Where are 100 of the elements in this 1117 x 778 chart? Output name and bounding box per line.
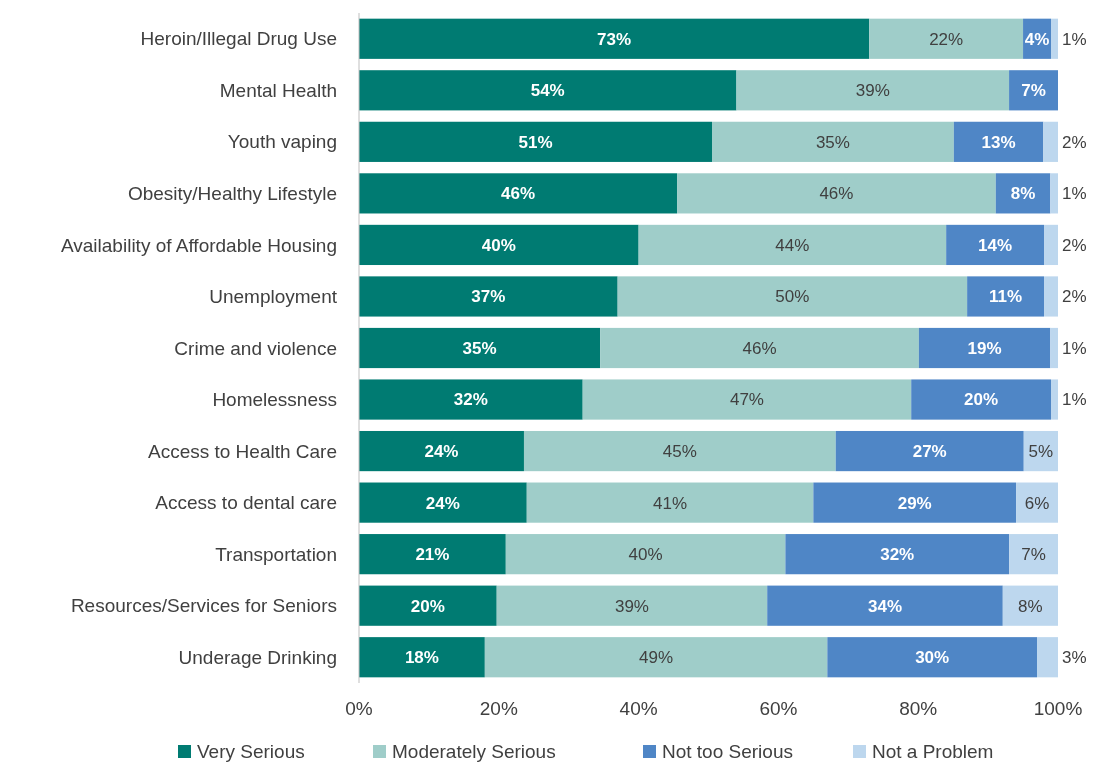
bar (835, 430, 1024, 472)
data-label: 30% (915, 648, 950, 668)
data-label: 8% (1018, 596, 1043, 616)
data-label: 39% (855, 81, 890, 101)
legend-label: Not too Serious (662, 741, 793, 762)
data-label: 1% (1062, 184, 1087, 204)
data-label: 14% (978, 235, 1013, 255)
bar (617, 276, 968, 317)
data-label: 19% (967, 338, 1002, 358)
data-label: 51% (518, 132, 553, 152)
legend-label: Very Serious (197, 741, 305, 762)
y-tick-label: Availability of Affordable Housing (60, 234, 337, 256)
y-tick-label: Access to Health Care (147, 440, 337, 462)
bar (1050, 173, 1058, 214)
bar (967, 276, 1045, 317)
x-tick-label: 0% (345, 698, 373, 719)
data-label: 7% (1021, 81, 1046, 101)
data-label: 20% (410, 596, 445, 616)
data-label: 6% (1024, 493, 1050, 513)
data-label: 7% (1021, 545, 1046, 565)
bar (600, 327, 919, 369)
bar (1043, 121, 1058, 162)
bar (359, 18, 870, 59)
data-label: 47% (729, 390, 764, 410)
data-label: 41% (653, 493, 688, 513)
data-label: 2% (1062, 132, 1087, 152)
bar (526, 482, 814, 523)
bar (359, 637, 485, 678)
y-tick-label: Mental Health (219, 79, 337, 101)
bar (736, 70, 1010, 111)
data-label: 29% (897, 493, 932, 513)
legend-label: Moderately Serious (392, 741, 556, 762)
bar (1009, 534, 1058, 575)
y-tick-label: Transportation (215, 543, 337, 565)
y-tick-label: Youth vaping (227, 131, 337, 153)
data-label: 2% (1062, 287, 1087, 307)
bar (359, 276, 618, 317)
bar (1050, 327, 1058, 369)
data-label: 2% (1062, 235, 1087, 255)
data-label: 4% (1024, 29, 1050, 49)
data-label: 32% (453, 390, 488, 410)
bar (767, 585, 1003, 626)
data-label: 3% (1062, 648, 1087, 668)
data-label: 46% (501, 184, 536, 204)
y-tick-label: Homelessness (212, 389, 337, 411)
data-label: 46% (819, 184, 854, 204)
bar (712, 121, 954, 162)
data-label: 40% (628, 545, 663, 565)
data-label: 18% (404, 648, 439, 668)
data-label: 50% (775, 287, 810, 307)
data-label: 34% (867, 596, 903, 616)
y-tick-label: Access to dental care (155, 492, 337, 514)
legend-label: Not a Problem (872, 741, 994, 762)
data-label: 21% (415, 545, 450, 565)
data-label: 1% (1062, 29, 1087, 49)
bar (359, 534, 506, 575)
data-label: 13% (981, 132, 1016, 152)
bar (1044, 224, 1058, 266)
data-label: 40% (481, 235, 516, 255)
bar (359, 482, 527, 523)
y-tick-label: Resources/Services for Seniors (70, 595, 337, 617)
bar (946, 224, 1045, 266)
y-tick-label: Unemployment (209, 286, 338, 308)
y-tick-label: Heroin/Illegal Drug Use (140, 28, 337, 50)
bar (582, 379, 912, 420)
bar (1051, 379, 1058, 420)
y-tick-label: Crime and violence (174, 337, 337, 359)
data-label: 27% (912, 442, 947, 462)
data-label: 54% (530, 81, 565, 101)
data-label: 1% (1062, 390, 1087, 410)
data-label: 11% (989, 287, 1023, 307)
bar (911, 379, 1052, 420)
data-label: 32% (880, 545, 915, 565)
bar (953, 121, 1044, 162)
data-label: 22% (929, 29, 964, 49)
data-label: 46% (742, 338, 777, 358)
bar (918, 327, 1051, 369)
data-label: 1% (1062, 338, 1087, 358)
bar (359, 430, 524, 472)
bar (523, 430, 836, 472)
bar (869, 18, 1024, 59)
bar (359, 70, 737, 111)
x-tick-label: 40% (619, 698, 658, 719)
bar (496, 585, 768, 626)
bar (785, 534, 1010, 575)
x-tick-label: 60% (759, 698, 798, 719)
data-label: 5% (1028, 442, 1054, 462)
y-tick-label: Obesity/Healthy Lifestyle (127, 183, 337, 205)
data-label: 73% (597, 29, 632, 49)
data-label: 35% (815, 132, 850, 152)
bar (1002, 585, 1058, 626)
data-label: 20% (964, 390, 999, 410)
bar (638, 224, 947, 266)
x-tick-label: 100% (1033, 698, 1083, 719)
x-tick-label: 20% (479, 698, 518, 719)
bar (505, 534, 786, 575)
bar (484, 637, 828, 678)
bar (677, 173, 996, 214)
data-label: 37% (471, 287, 506, 307)
data-label: 39% (614, 596, 649, 616)
